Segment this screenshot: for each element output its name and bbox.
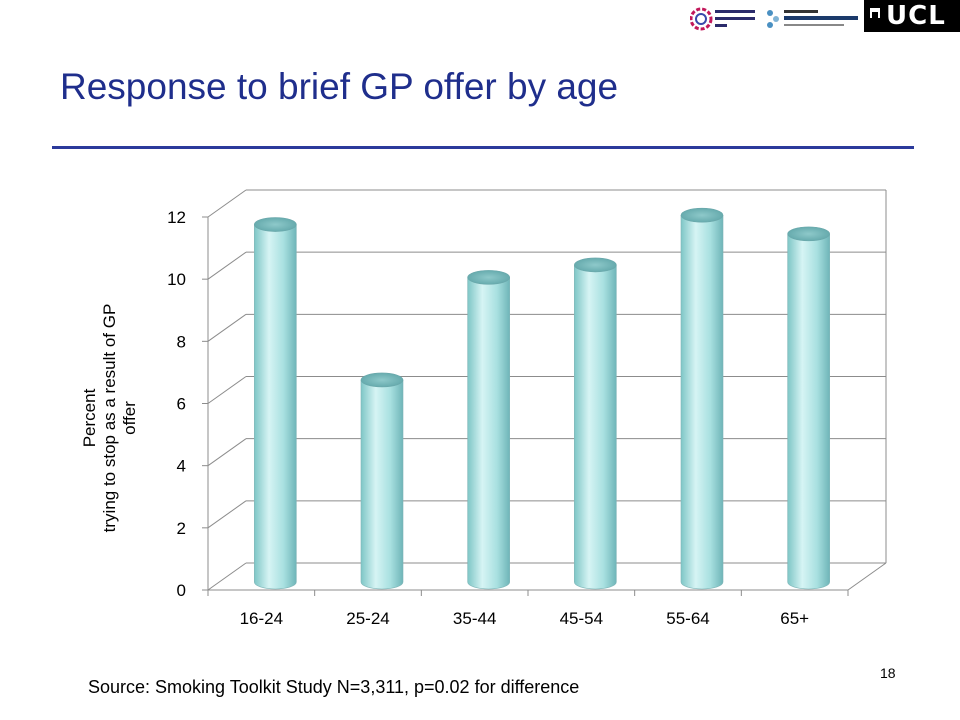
bar-body	[467, 277, 510, 590]
gridline-side	[207, 189, 247, 218]
y-tick-label: 8	[177, 332, 186, 351]
chart-axes	[202, 190, 887, 596]
floor-right-edge	[847, 562, 887, 591]
cancer-research-uk-logo	[689, 4, 760, 34]
page-number: 18	[880, 665, 896, 681]
bar-body	[574, 264, 617, 590]
gridline-side	[207, 313, 247, 342]
bar	[680, 207, 724, 590]
bar-body	[787, 233, 830, 590]
y-axis-label: Percent trying to stop as a result of GP…	[80, 278, 140, 558]
title-divider	[52, 146, 914, 149]
bar	[467, 270, 510, 590]
y-tick-label: 4	[177, 457, 186, 476]
gridline-side	[207, 438, 247, 467]
x-tick-label: 25-24	[346, 609, 389, 628]
slide-title: Response to brief GP offer by age	[60, 66, 619, 107]
y-tick-labels: 0 2 4 6 8 10 12	[167, 208, 186, 600]
gridline-side	[207, 251, 247, 280]
x-tick-label: 35-44	[453, 609, 496, 628]
x-tick-label: 65+	[780, 609, 809, 628]
logo-bar: UCL	[689, 0, 960, 40]
gridline-side	[207, 562, 247, 591]
bar-top	[574, 257, 617, 273]
ucl-logo: UCL	[864, 0, 960, 32]
y-tick-label: 6	[177, 395, 186, 414]
y-tick-label: 10	[167, 270, 186, 289]
bar-top	[467, 270, 510, 285]
x-tick-labels: 16-24 25-24 35-44 45-54 55-64 65+	[240, 609, 810, 628]
bar-top	[360, 372, 404, 388]
bar-body	[680, 214, 724, 590]
bar-top	[254, 217, 297, 232]
bar-body	[254, 224, 297, 590]
gridline-side	[207, 376, 247, 404]
y-tick-label: 2	[177, 519, 186, 538]
y-tick-label: 0	[177, 581, 186, 600]
bar	[360, 372, 404, 590]
bar-top	[680, 207, 724, 223]
y-axis-label-line-2: trying to stop as a result of GP	[100, 303, 119, 533]
bar	[254, 217, 297, 590]
bar	[787, 226, 830, 590]
x-tick-label: 45-54	[560, 609, 603, 628]
y-axis-label-line-1: Percent	[80, 388, 99, 448]
bar	[574, 257, 617, 590]
chart-bars	[254, 207, 830, 590]
ucl-portico-icon	[870, 8, 880, 18]
x-tick-label: 55-64	[666, 609, 709, 628]
gridline-side	[207, 500, 247, 529]
x-tick-label: 16-24	[240, 609, 283, 628]
chart-grid	[207, 189, 886, 591]
ucl-logo-text: UCL	[886, 1, 946, 31]
bar-body	[360, 379, 404, 590]
source-note: Source: Smoking Toolkit Study N=3,311, p…	[88, 677, 580, 697]
y-axis-label-line-3: offer	[120, 401, 139, 435]
y-tick-label: 12	[167, 208, 186, 227]
bar-top	[787, 226, 830, 242]
tobacco-control-studies-logo	[764, 4, 860, 34]
